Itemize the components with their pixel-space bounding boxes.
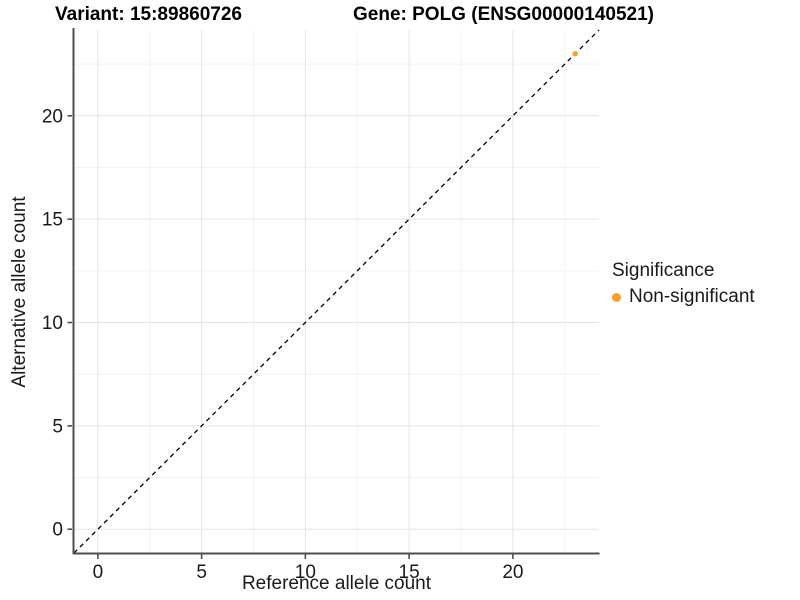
legend-item: Non-significant [612, 286, 755, 308]
variant-title: Variant: 15:89860726 [55, 4, 242, 25]
legend-items: Non-significant [612, 286, 755, 308]
y-tick-label: 15 [42, 210, 63, 231]
x-tick-label: 5 [196, 562, 207, 583]
x-tick-label: 15 [399, 562, 420, 583]
data-point [572, 51, 578, 57]
legend-title: Significance [612, 260, 715, 281]
gene-title: Gene: POLG (ENSG00000140521) [353, 4, 654, 25]
legend-item-label: Non-significant [629, 286, 755, 307]
x-tick-label: 20 [502, 562, 523, 583]
y-tick-label: 5 [52, 416, 63, 437]
x-axis-title: Reference allele count [241, 573, 432, 594]
x-tick-label: 0 [93, 562, 104, 583]
y-tick-label: 20 [42, 106, 63, 127]
x-tick-label: 10 [295, 562, 316, 583]
y-tick-label: 10 [42, 313, 63, 334]
legend: Significance Non-significant [612, 260, 755, 308]
y-tick-label: 0 [52, 520, 63, 541]
y-axis-title: Alternative allele count [9, 196, 30, 388]
identity-dashed-line [73, 29, 600, 554]
legend-dot-icon [612, 292, 621, 302]
